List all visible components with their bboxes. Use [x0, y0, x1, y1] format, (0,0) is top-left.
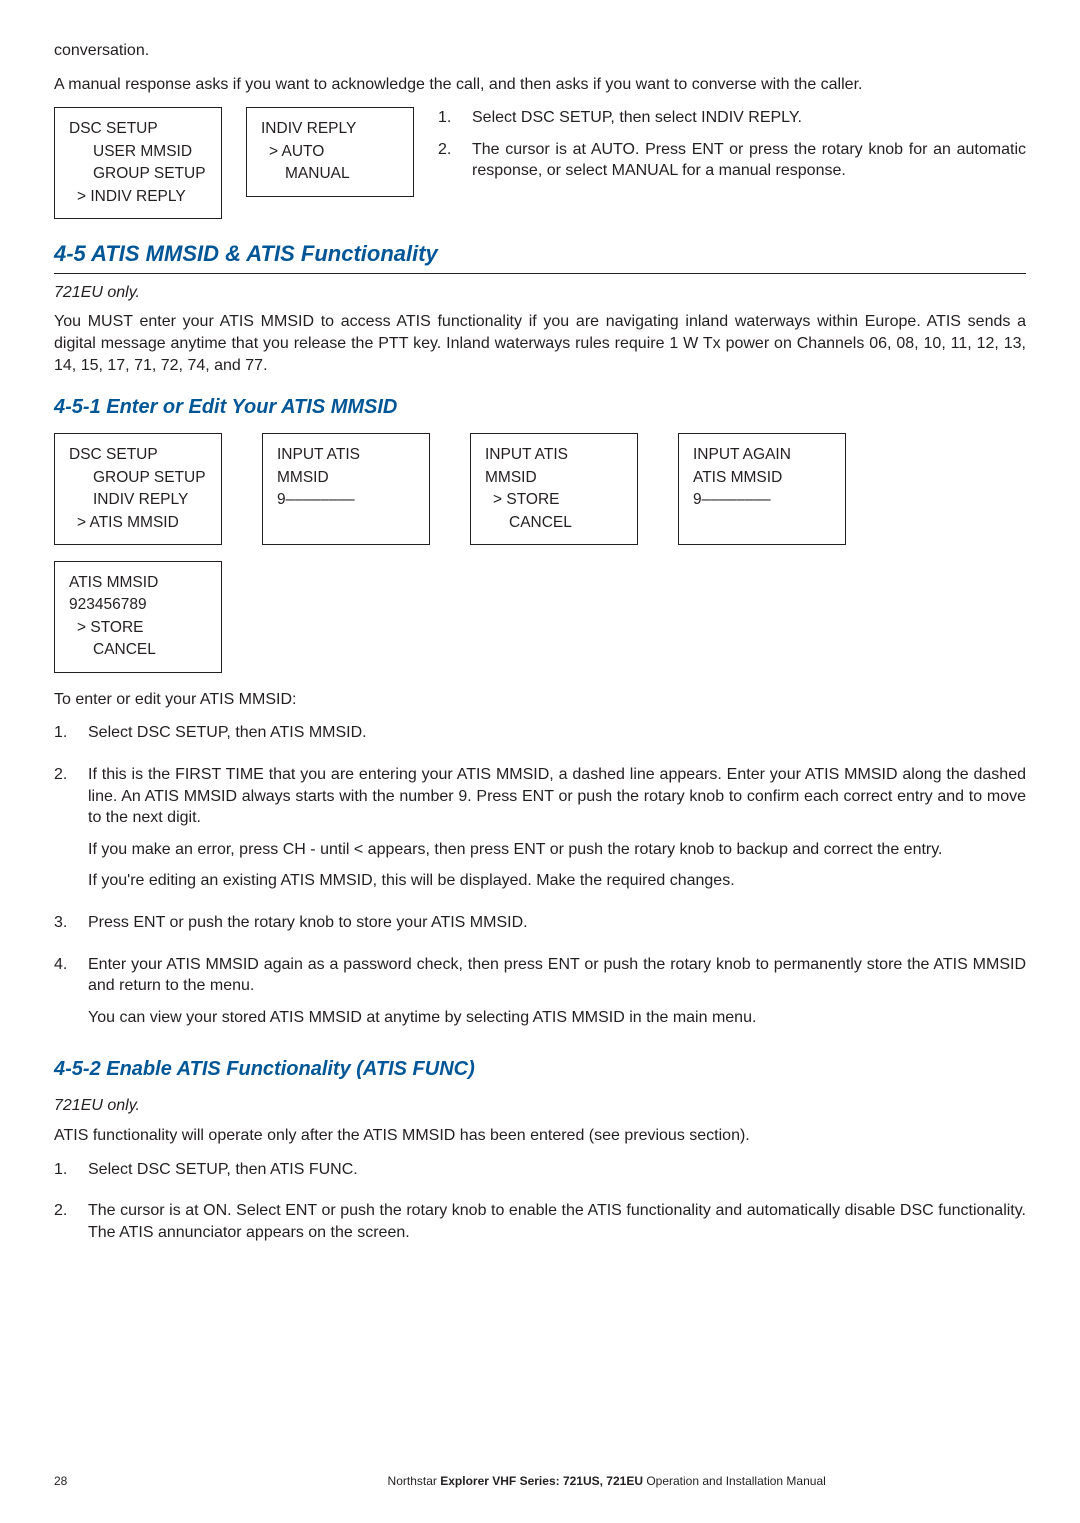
lcd-screen-box: INDIV REPLY AUTO MANUAL [246, 107, 414, 196]
section-heading: 4-5 ATIS MMSID & ATIS Functionality [54, 239, 1026, 269]
screen-row: DSC SETUP GROUP SETUP INDIV REPLY ATIS M… [54, 433, 1026, 545]
lcd-selected-line: STORE [485, 489, 623, 511]
footer-bold: Explorer VHF Series: 721US, 721EU [440, 1474, 643, 1488]
lcd-line: DSC SETUP [69, 444, 207, 466]
lcd-line: GROUP SETUP [69, 467, 207, 489]
lcd-line: INDIV REPLY [261, 118, 399, 140]
lcd-screen-box: INPUT ATIS MMSID STORE CANCEL [470, 433, 638, 545]
footer-prefix: Northstar [388, 1474, 441, 1488]
list-text: You can view your stored ATIS MMSID at a… [88, 1007, 1026, 1029]
list-text: If this is the FIRST TIME that you are e… [88, 764, 1026, 829]
lcd-line: MANUAL [261, 163, 399, 185]
model-note: 721EU only. [54, 282, 1026, 304]
lcd-line: INPUT ATIS [485, 444, 623, 466]
list-number: 1. [54, 1159, 74, 1191]
list-text: Select DSC SETUP, then ATIS FUNC. [88, 1159, 1026, 1181]
paragraph: ATIS functionality will operate only aft… [54, 1125, 1026, 1147]
list-text: Press ENT or push the rotary knob to sto… [88, 912, 1026, 934]
list-text: If you're editing an existing ATIS MMSID… [88, 870, 1026, 892]
list-number: 2. [54, 764, 74, 902]
lcd-line: 9–––––––– [693, 489, 831, 511]
list-number: 2. [54, 1200, 74, 1253]
list-number: 4. [54, 954, 74, 1039]
lcd-screen-box: DSC SETUP GROUP SETUP INDIV REPLY ATIS M… [54, 433, 222, 545]
subsection-heading: 4-5-1 Enter or Edit Your ATIS MMSID [54, 394, 1026, 421]
lcd-line: INPUT AGAIN [693, 444, 831, 466]
instruction-list: 1. Select DSC SETUP, then select INDIV RE… [438, 107, 1026, 192]
page-number: 28 [54, 1473, 67, 1489]
list-number: 1. [438, 107, 458, 129]
list-item: 2. The cursor is at ON. Select ENT or pus… [54, 1200, 1026, 1253]
paragraph: A manual response asks if you want to ac… [54, 74, 1026, 96]
page-footer: 28 Northstar Explorer VHF Series: 721US,… [54, 1473, 1026, 1489]
lcd-line: 9–––––––– [277, 489, 415, 511]
list-text: The cursor is at ON. Select ENT or push … [88, 1200, 1026, 1243]
list-text: The cursor is at AUTO. Press ENT or pres… [472, 139, 1026, 182]
lcd-selected-line: INDIV REPLY [69, 186, 207, 208]
list-text: Enter your ATIS MMSID again as a passwor… [88, 954, 1026, 997]
list-text: Select DSC SETUP, then ATIS MMSID. [88, 722, 1026, 744]
lcd-line: MMSID [485, 467, 623, 489]
list-text: If you make an error, press CH - until <… [88, 839, 1026, 861]
subsection-heading: 4-5-2 Enable ATIS Functionality (ATIS FU… [54, 1056, 1026, 1083]
lcd-screen-box: INPUT ATIS MMSID 9–––––––– [262, 433, 430, 545]
list-item: 2. The cursor is at AUTO. Press ENT or pr… [438, 139, 1026, 182]
list-item: 1. Select DSC SETUP, then ATIS MMSID. [54, 722, 1026, 754]
list-number: 3. [54, 912, 74, 944]
footer-suffix: Operation and Installation Manual [643, 1474, 826, 1488]
lcd-selected-line: AUTO [261, 141, 399, 163]
lcd-screen-box: INPUT AGAIN ATIS MMSID 9–––––––– [678, 433, 846, 545]
lcd-screen-box: DSC SETUP USER MMSID GROUP SETUP INDIV R… [54, 107, 222, 219]
lcd-line: USER MMSID [69, 141, 207, 163]
list-item: 4. Enter your ATIS MMSID again as a pass… [54, 954, 1026, 1039]
paragraph: To enter or edit your ATIS MMSID: [54, 689, 1026, 711]
list-text: Select DSC SETUP, then select INDIV REPL… [472, 107, 802, 129]
paragraph: You MUST enter your ATIS MMSID to access… [54, 311, 1026, 376]
heading-rule [54, 273, 1026, 274]
lcd-line: INDIV REPLY [69, 489, 207, 511]
lcd-line: DSC SETUP [69, 118, 207, 140]
lcd-line: CANCEL [69, 639, 207, 661]
lcd-line: GROUP SETUP [69, 163, 207, 185]
list-item: 3. Press ENT or push the rotary knob to s… [54, 912, 1026, 944]
list-number: 2. [438, 139, 458, 182]
list-number: 1. [54, 722, 74, 754]
list-item: 1. Select DSC SETUP, then select INDIV RE… [438, 107, 1026, 129]
paragraph: conversation. [54, 40, 1026, 62]
lcd-screen-box: ATIS MMSID 923456789 STORE CANCEL [54, 561, 222, 673]
list-item: 1. Select DSC SETUP, then ATIS FUNC. [54, 1159, 1026, 1191]
lcd-line: 923456789 [69, 594, 207, 616]
numbered-list: 1. Select DSC SETUP, then ATIS MMSID. 2. … [54, 722, 1026, 1038]
lcd-line: ATIS MMSID [69, 572, 207, 594]
lcd-line: MMSID [277, 467, 415, 489]
screen-instruction-row: DSC SETUP USER MMSID GROUP SETUP INDIV R… [54, 107, 1026, 219]
numbered-list: 1. Select DSC SETUP, then ATIS FUNC. 2. Th… [54, 1159, 1026, 1254]
lcd-selected-line: ATIS MMSID [69, 512, 207, 534]
lcd-line: ATIS MMSID [693, 467, 831, 489]
footer-title: Northstar Explorer VHF Series: 721US, 72… [187, 1473, 1026, 1489]
lcd-selected-line: STORE [69, 617, 207, 639]
lcd-line: CANCEL [485, 512, 623, 534]
lcd-line: INPUT ATIS [277, 444, 415, 466]
list-item: 2. If this is the FIRST TIME that you ar… [54, 764, 1026, 902]
model-note: 721EU only. [54, 1095, 1026, 1117]
